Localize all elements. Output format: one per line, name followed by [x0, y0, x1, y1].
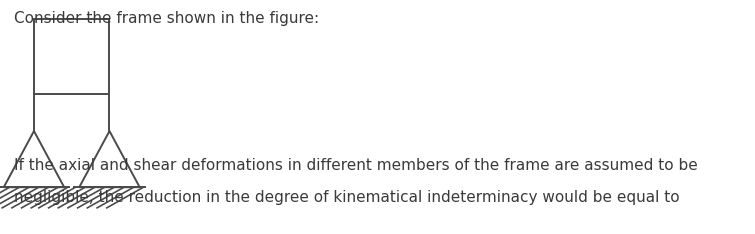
Text: negligible, the reduction in the degree of kinematical indeterminacy would be eq: negligible, the reduction in the degree …	[14, 190, 680, 205]
Text: If the axial and shear deformations in different members of the frame are assume: If the axial and shear deformations in d…	[14, 158, 698, 173]
Text: Consider the frame shown in the figure:: Consider the frame shown in the figure:	[14, 11, 319, 26]
